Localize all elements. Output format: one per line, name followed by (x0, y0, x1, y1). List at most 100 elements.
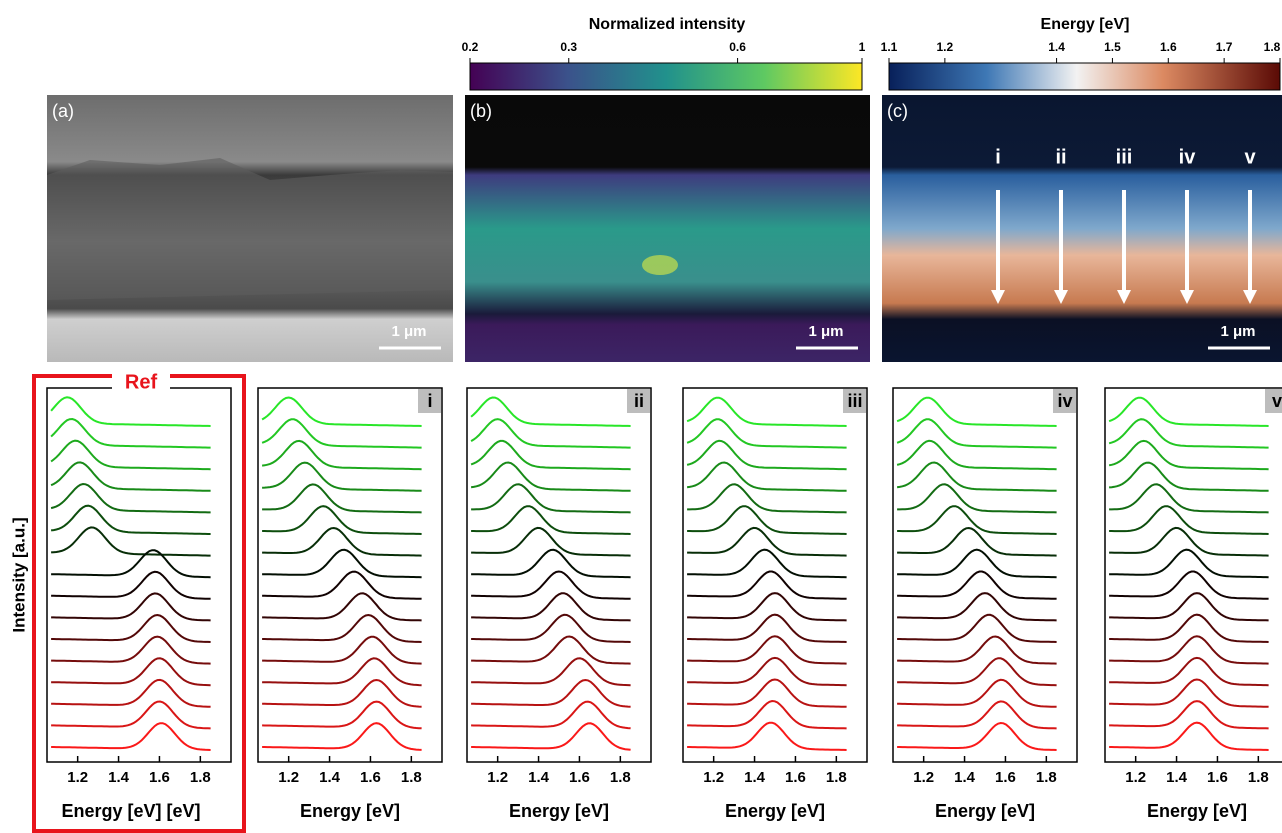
spectrum (1109, 548, 1269, 579)
spectrum (897, 505, 1057, 535)
spectrum (262, 678, 422, 708)
spectrum (51, 700, 211, 730)
spectrum (262, 526, 422, 557)
spectrum (261, 439, 422, 471)
panel-tag: iii (847, 391, 862, 411)
x-axis-label: Energy [eV] (935, 801, 1035, 821)
energy-map (882, 95, 1282, 362)
panel-label: (c) (887, 101, 908, 121)
spectrum (262, 505, 422, 535)
arrow-label: iii (1116, 146, 1133, 168)
spectrum (51, 570, 211, 600)
spectrum (896, 396, 1057, 427)
spectrum (687, 699, 847, 730)
spectrum (51, 613, 211, 643)
spectrum (1109, 592, 1269, 622)
spectrum (1108, 396, 1269, 427)
arrow-label: iv (1179, 146, 1197, 168)
panel-tag: iv (1057, 391, 1072, 411)
spectrum (1109, 613, 1269, 643)
spectrum (897, 570, 1057, 600)
spectrum (896, 461, 1057, 492)
spectrum (51, 657, 211, 687)
x-tick-label: 1.8 (610, 769, 631, 786)
x-tick-label: 1.8 (1248, 769, 1269, 786)
x-tick-label: 1.6 (569, 769, 590, 786)
spectrum (262, 548, 422, 579)
plot-frame (257, 387, 443, 763)
spectrum (686, 396, 847, 427)
tag-bg (1053, 389, 1076, 413)
spectrum (1109, 656, 1269, 687)
pl-map (465, 95, 870, 362)
spectrum (897, 526, 1057, 557)
spectrum (1109, 678, 1269, 708)
arrow-label: i (995, 146, 1001, 168)
spectrum (687, 592, 847, 622)
spectrum (896, 439, 1057, 471)
x-axis-label: Energy [eV] (509, 801, 609, 821)
spectrum (896, 418, 1057, 449)
arrow-head (991, 290, 1005, 304)
x-tick-label: 1.2 (278, 769, 299, 786)
colorbar-tick-label: 1.7 (1216, 40, 1233, 54)
tag-bg (1265, 389, 1282, 413)
x-axis-label: Energy [eV] (300, 801, 400, 821)
spectrum (471, 678, 631, 708)
colorbar (888, 62, 1281, 91)
spectrum (50, 439, 211, 471)
panel-tag: ii (634, 391, 644, 411)
spectrum (471, 526, 631, 557)
colorbar-tick-label: 1.4 (1048, 40, 1065, 54)
spectrum (1109, 505, 1269, 535)
spectrum (262, 635, 422, 665)
spectrum (1109, 483, 1269, 514)
spectrum (51, 592, 211, 622)
spectrum (897, 483, 1057, 514)
spectrum (1109, 461, 1269, 492)
spectrum (471, 722, 631, 751)
spectrum (50, 396, 211, 427)
spectrum (50, 482, 211, 514)
spectrum (687, 483, 847, 514)
spectrum (50, 504, 211, 535)
x-tick-label: 1.2 (487, 769, 508, 786)
spectrum (470, 418, 631, 449)
spectra-panels: Ref 1.2 1.4 1.6 1.8 Energy [eV] [eV] Intensity… (9, 370, 1282, 821)
spectrum (51, 635, 211, 665)
plot-frame (466, 387, 652, 763)
spectrum (471, 505, 631, 535)
spectrum (687, 635, 847, 665)
panel-tag: i (427, 391, 432, 411)
colorbar-tick-label: 0.2 (462, 40, 479, 54)
x-tick-label: 1.6 (785, 769, 806, 786)
x-axis-label: Energy [eV] [eV] (61, 801, 200, 821)
spectrum (262, 657, 422, 687)
spectrum (687, 721, 847, 751)
colorbar (469, 62, 863, 91)
plot-frame (892, 387, 1078, 763)
x-tick-label: 1.2 (913, 769, 934, 786)
tag-bg (843, 389, 866, 413)
x-tick-label: 1.4 (954, 769, 976, 786)
spectrum (471, 635, 631, 665)
plot-frame (682, 387, 868, 763)
panel-label: (a) (52, 101, 74, 121)
spectrum (1109, 700, 1269, 730)
spectrum (686, 418, 847, 449)
spectrum (897, 721, 1057, 751)
spectrum (897, 592, 1057, 622)
colorbar-tick-label: 1.5 (1104, 40, 1121, 54)
colorbar-tick-label: 1.8 (1264, 40, 1281, 54)
spectrum (262, 483, 422, 514)
arrow-label: v (1244, 146, 1256, 168)
x-tick-label: 1.4 (744, 769, 766, 786)
spectrum (50, 417, 211, 449)
x-tick-label: 1.4 (1166, 769, 1188, 786)
spectrum (50, 461, 211, 492)
x-tick-label: 1.2 (1125, 769, 1146, 786)
spectrum (471, 613, 631, 643)
colorbar-tick-label: 1.1 (881, 40, 898, 54)
ref-title-bg (112, 370, 170, 394)
